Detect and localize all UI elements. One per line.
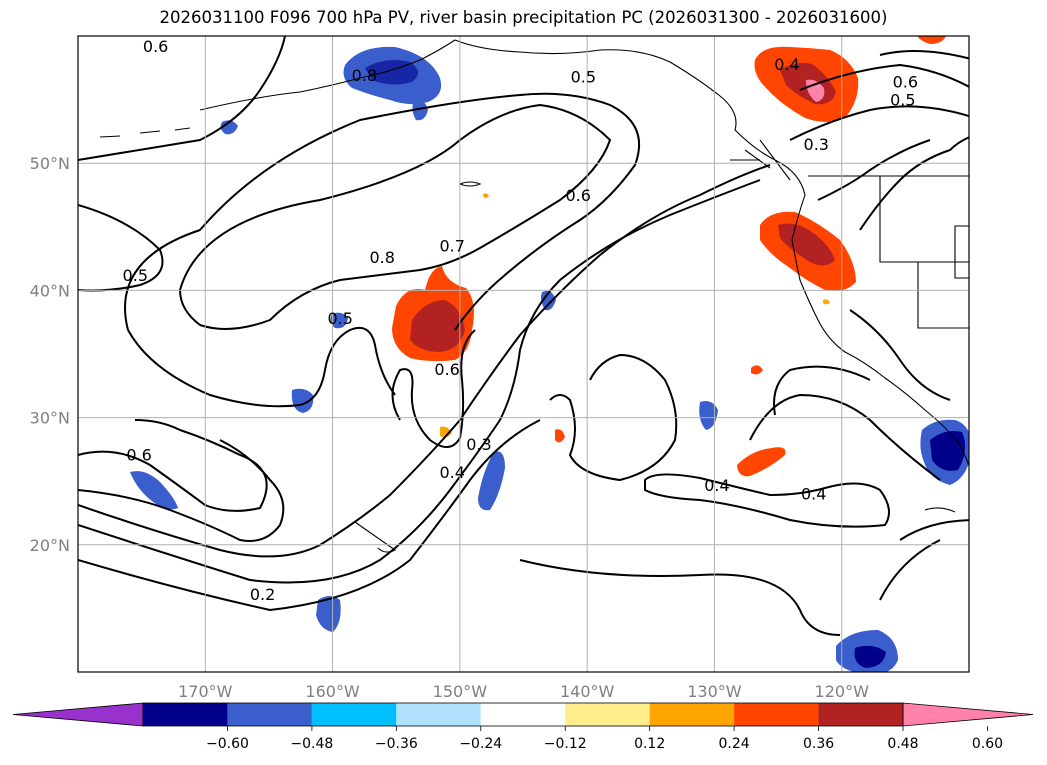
colorbar-tick-label: 0.24 xyxy=(719,736,750,752)
colorbar-tick-label: −0.60 xyxy=(206,736,249,752)
colorbar: −0.60 −0.48 −0.36 −0.24 −0.12 0.12 0.24 0.36 0.4… xyxy=(12,702,1034,752)
contour-label: 0.4 xyxy=(801,485,826,504)
contour-label: 0.4 xyxy=(439,463,464,482)
contour-label: 0.6 xyxy=(143,37,168,56)
colorbar-segment xyxy=(311,703,397,726)
lon-label: 160°W xyxy=(305,682,360,701)
contour-label: 0.5 xyxy=(123,266,148,285)
colorbar-tick-label: −0.36 xyxy=(375,736,418,752)
contour-label: 0.6 xyxy=(434,360,459,379)
contour-labels: 0.60.8 0.50.40.60.50.30.60.70.80.50.50.60… xyxy=(123,37,919,604)
colorbar-extend-low xyxy=(12,702,144,727)
colorbar-segment xyxy=(396,703,481,726)
colorbar-segment xyxy=(818,703,903,726)
contour-label: 0.5 xyxy=(571,67,596,86)
colorbar-tick-label: 0.12 xyxy=(634,736,665,752)
contour-label: 0.3 xyxy=(466,435,491,454)
lon-label: 120°W xyxy=(815,682,870,701)
contour-label: 0.4 xyxy=(774,55,799,74)
colorbar-frame xyxy=(142,702,904,727)
colorbar-segment xyxy=(734,703,819,726)
contour-label: 0.6 xyxy=(893,73,918,92)
lat-label: 50°N xyxy=(30,154,70,173)
contour-label: 0.6 xyxy=(126,445,151,464)
colorbar-tick-label: 0.36 xyxy=(803,736,834,752)
map-title: 2026031100 F096 700 hPa PV, river basin … xyxy=(159,8,888,27)
longitude-labels: 170°W 160°W 150°W 140°W 130°W 120°W xyxy=(178,682,869,701)
contour-label: 0.5 xyxy=(890,90,915,109)
lon-label: 170°W xyxy=(178,682,233,701)
colorbar-extend-high xyxy=(902,702,1034,727)
lon-label: 150°W xyxy=(433,682,488,701)
precipitation-fill xyxy=(130,36,969,672)
contour-label: 0.6 xyxy=(566,186,591,205)
lat-label: 40°N xyxy=(30,281,70,300)
colorbar-segment xyxy=(480,703,566,726)
colorbar-tick-label: 0.48 xyxy=(887,736,918,752)
pv-contours xyxy=(78,36,969,636)
colorbar-tick-label: 0.60 xyxy=(972,736,1003,752)
contour-label: 0.7 xyxy=(439,237,464,256)
contour-label: 0.8 xyxy=(352,66,377,85)
map-frame xyxy=(77,35,970,673)
coastlines xyxy=(99,39,969,553)
colorbar-segment xyxy=(649,703,735,726)
gridlines xyxy=(78,36,969,672)
colorbar-segment xyxy=(227,703,312,726)
lat-label: 30°N xyxy=(30,409,70,428)
lat-label: 20°N xyxy=(30,536,70,555)
contour-label: 0.8 xyxy=(369,248,394,267)
colorbar-tick-label: −0.48 xyxy=(290,736,333,752)
contour-label: 0.2 xyxy=(250,585,275,604)
latitude-labels: 20°N 30°N 40°N 50°N xyxy=(30,154,70,555)
contour-label: 0.5 xyxy=(327,309,352,328)
lon-label: 140°W xyxy=(560,682,615,701)
colorbar-segment xyxy=(565,703,650,726)
lon-label: 130°W xyxy=(687,682,742,701)
contour-label: 0.4 xyxy=(704,476,729,495)
colorbar-tick-label: −0.24 xyxy=(459,736,502,752)
colorbar-segment xyxy=(143,703,228,726)
colorbar-tick-label: −0.12 xyxy=(544,736,587,752)
contour-label: 0.3 xyxy=(804,135,829,154)
